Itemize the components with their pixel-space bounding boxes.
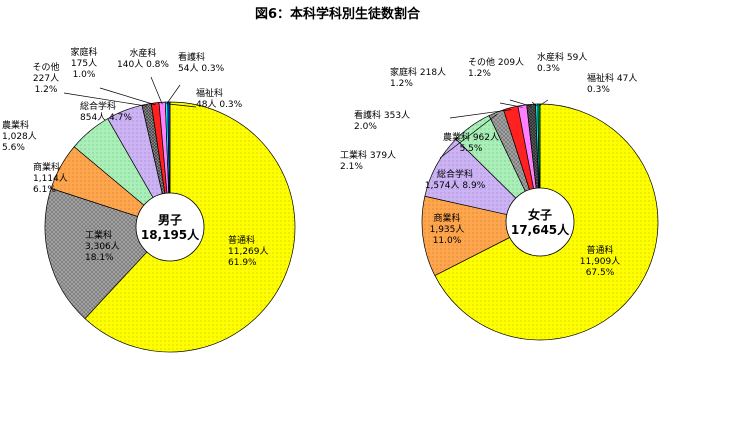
label-male-1-count: 3,306人 (85, 241, 120, 252)
label-male-6-percent: 1.0% (73, 70, 96, 80)
center-hole-female (505, 187, 575, 257)
center-label-female: 女子 (528, 207, 552, 222)
center-hole-male (135, 192, 205, 262)
label-male-9-count-percent: 48人 0.3% (196, 99, 243, 110)
label-female-5-percent: 2.0% (354, 122, 377, 132)
label-female-9-leader-line (538, 99, 549, 107)
label-male-7-name: 水産科 (129, 47, 156, 59)
label-female-6-name-count: 家庭科 218人 (390, 66, 446, 78)
label-male-1-percent: 18.1% (85, 253, 114, 263)
label-male-3-count: 1,028人 (2, 131, 37, 142)
label-male-6-count: 175人 (71, 58, 97, 69)
label-female-6-leader-line (499, 102, 523, 108)
label-female-9-percent: 0.3% (587, 85, 610, 95)
label-male-6-leader-line (99, 87, 156, 106)
label-male-3-name: 農業科 (2, 119, 29, 131)
center-label-male: 男子 (158, 213, 182, 227)
label-female-4-percent: 2.1% (340, 162, 363, 172)
label-male-9-leader-line (168, 103, 197, 108)
label-female-2-name: 総合学科 (437, 168, 473, 180)
label-female-3-percent: 5.5% (460, 144, 483, 154)
label-female-7-percent: 1.2% (468, 69, 491, 79)
label-female-6-percent: 1.2% (390, 79, 413, 89)
label-female-1-name: 商業科 (433, 212, 460, 224)
label-male-7-count-percent: 140人 0.8% (117, 59, 169, 70)
label-male-0-count: 11,269人 (228, 246, 269, 257)
label-female-8-percent: 0.3% (537, 64, 560, 74)
label-male-0-name: 普通科 (228, 234, 255, 246)
label-male-5-name: その他 (32, 61, 59, 73)
label-male-5-leader-line (63, 92, 148, 107)
label-male-2-count: 1,114人 (33, 173, 68, 184)
label-female-2-count-percent: 1,574人 8.9% (425, 180, 486, 191)
label-female-9-name-count: 福祉科 47人 (587, 72, 637, 84)
label-male-3-percent: 5.6% (2, 143, 25, 153)
label-male-2-percent: 6.1% (33, 185, 56, 195)
label-male-4-name: 総合学科 (80, 100, 116, 112)
slice-labels: 普通科11,269人61.9%工業科3,306人18.1%商業科1,114人6.… (2, 46, 637, 278)
label-male-8-count-percent: 54人 0.3% (178, 63, 225, 74)
slice-female-2-pattern (424, 139, 540, 222)
label-female-0-name: 普通科 (586, 244, 613, 256)
label-male-6-name: 家庭科 (70, 46, 97, 58)
chart-title: 図6：本科学科別生徒数割合 (255, 6, 421, 22)
slice-male-3-pattern (74, 118, 170, 227)
label-female-5-name-count: 看護科 353人 (354, 109, 410, 121)
label-male-8-leader-line (166, 84, 181, 105)
label-male-9-name: 福祉科 (196, 87, 223, 99)
label-female-7-name-count: その他 209人 (468, 56, 524, 68)
label-female-1-percent: 11.0% (433, 236, 462, 246)
label-male-5-count: 227人 (33, 73, 59, 84)
label-female-8-name-count: 水産科 59人 (537, 51, 587, 63)
label-female-4-leader-line (439, 114, 498, 159)
label-female-0-count: 11,909人 (580, 256, 621, 267)
label-female-0-percent: 67.5% (586, 268, 615, 278)
center-total-male: 18,195人 (141, 227, 200, 242)
label-male-8-name: 看護科 (178, 51, 205, 63)
label-male-2-name: 商業科 (33, 161, 60, 173)
label-female-8-leader-line (531, 101, 537, 107)
label-male-1-name: 工業科 (85, 229, 112, 241)
label-female-4-name-count: 工業科 379人 (340, 149, 396, 161)
slice-male-2-pattern (51, 146, 170, 227)
label-female-7-leader-line (509, 99, 532, 107)
center-total-female: 17,645人 (511, 222, 570, 237)
label-female-3-name-count: 農業科 962人 (443, 131, 499, 143)
label-female-1-count: 1,935人 (430, 224, 465, 235)
label-male-7-leader-line (150, 76, 163, 105)
label-male-0-percent: 61.9% (228, 258, 257, 268)
label-female-5-leader-line (449, 109, 512, 119)
label-male-4-count-percent: 854人 4.7% (80, 112, 132, 123)
label-male-5-percent: 1.2% (35, 85, 58, 95)
